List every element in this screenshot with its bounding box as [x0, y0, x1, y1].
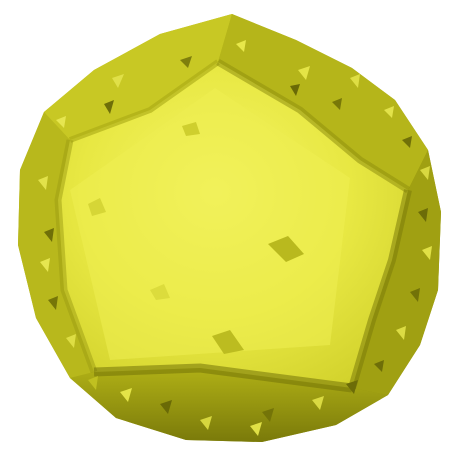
rim-face-right: [352, 150, 441, 395]
rim-face-top-left: [44, 14, 232, 140]
front-face-highlight: [70, 88, 350, 360]
surface-facets: [38, 40, 432, 436]
front-face-facets: [88, 122, 304, 354]
rim-face-top-right: [218, 14, 428, 190]
edge-shading: [54, 58, 412, 393]
rim-face-left: [18, 112, 94, 378]
